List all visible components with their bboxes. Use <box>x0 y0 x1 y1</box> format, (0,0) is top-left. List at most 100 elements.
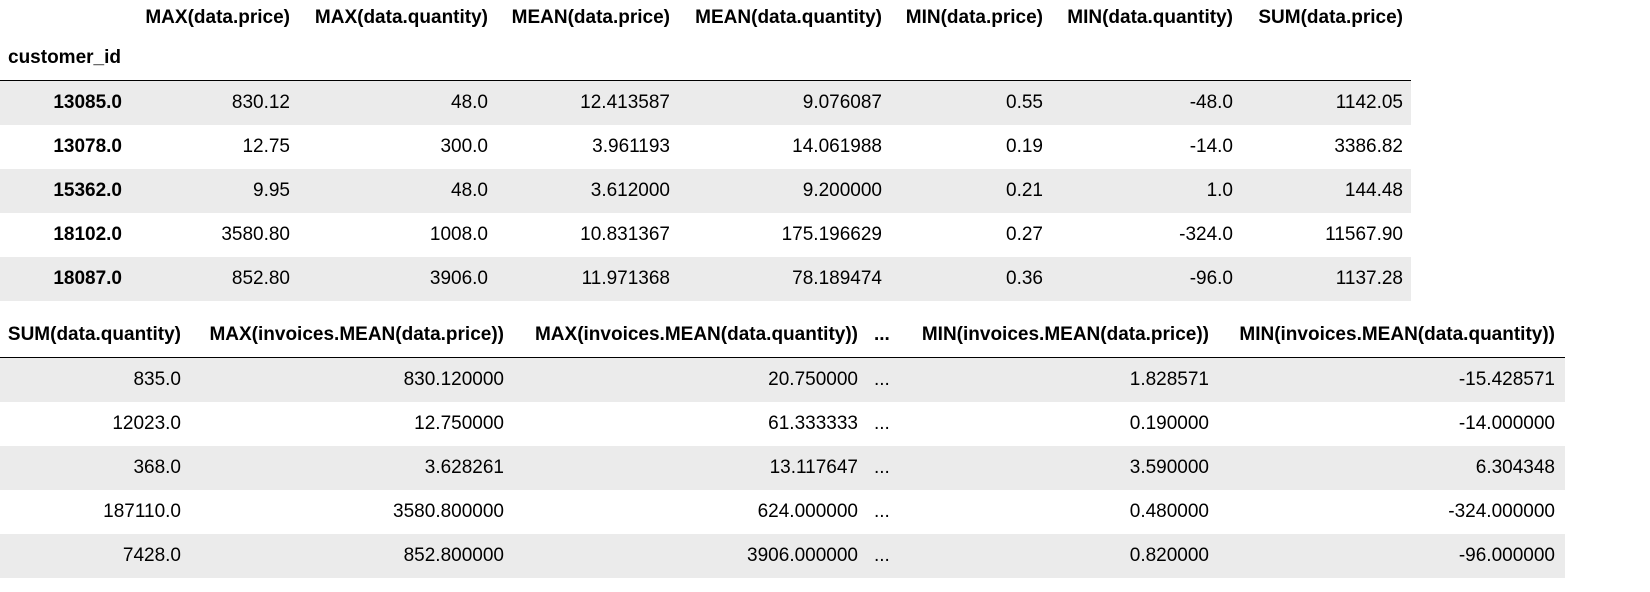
table-cell: 1137.28 <box>1241 257 1411 301</box>
table-row: 835.0 830.120000 20.750000 ... 1.828571 … <box>0 357 1565 402</box>
table-cell: 61.333333 <box>512 402 866 446</box>
table-row: 12023.0 12.750000 61.333333 ... 0.190000… <box>0 402 1565 446</box>
table-cell: 3580.800000 <box>189 490 512 534</box>
index-name: customer_id <box>8 47 121 68</box>
table-cell: 10.831367 <box>496 213 678 257</box>
table-cell: 835.0 <box>0 357 189 402</box>
table-cell: 830.12 <box>130 80 298 125</box>
table-cell: 852.800000 <box>189 534 512 578</box>
table-cell: -14.0 <box>1051 125 1241 169</box>
table-cell-ellipsis: ... <box>866 402 900 446</box>
table-cell: 0.21 <box>890 169 1051 213</box>
table-cell: 1.0 <box>1051 169 1241 213</box>
column-header: MIN(data.quantity) <box>1067 7 1233 28</box>
table-cell: 300.0 <box>298 125 496 169</box>
row-index: 18087.0 <box>0 257 130 301</box>
table-cell: 0.480000 <box>900 490 1217 534</box>
table-row: 18102.0 3580.80 1008.0 10.831367 175.196… <box>0 213 1411 257</box>
table-cell: 3906.0 <box>298 257 496 301</box>
index-row-blank <box>1241 36 1411 81</box>
column-header: SUM(data.quantity) <box>7 324 181 345</box>
table-cell: 3.628261 <box>189 446 512 490</box>
table-cell: 6.304348 <box>1217 446 1565 490</box>
table-cell: -15.428571 <box>1217 357 1565 402</box>
table-cell: 1142.05 <box>1241 80 1411 125</box>
table-cell: 0.820000 <box>900 534 1217 578</box>
table-cell: 0.55 <box>890 80 1051 125</box>
table-cell: 0.36 <box>890 257 1051 301</box>
table-cell-ellipsis: ... <box>866 357 900 402</box>
column-header: MEAN(data.price) <box>511 7 670 28</box>
table-cell: -324.000000 <box>1217 490 1565 534</box>
table-cell: 3580.80 <box>130 213 298 257</box>
table-cell: 48.0 <box>298 169 496 213</box>
table-cell: 14.061988 <box>678 125 890 169</box>
index-name-row: customer_id <box>0 36 1411 81</box>
table-cell: 1.828571 <box>900 357 1217 402</box>
index-row-blank <box>496 36 678 81</box>
column-header: SUM(data.price) <box>1258 7 1403 28</box>
table-cell: 852.80 <box>130 257 298 301</box>
table-cell: 12.750000 <box>189 402 512 446</box>
table-cell: 3386.82 <box>1241 125 1411 169</box>
table-cell: 624.000000 <box>512 490 866 534</box>
table-cell: 3.961193 <box>496 125 678 169</box>
table-row: 15362.0 9.95 48.0 3.612000 9.200000 0.21… <box>0 169 1411 213</box>
table-cell: 78.189474 <box>678 257 890 301</box>
table-cell: -96.000000 <box>1217 534 1565 578</box>
table-cell: 0.19 <box>890 125 1051 169</box>
table-cell: 175.196629 <box>678 213 890 257</box>
table-cell: 12023.0 <box>0 402 189 446</box>
column-header-row: MAX(data.price) MAX(data.quantity) MEAN(… <box>0 0 1411 36</box>
table-row: 7428.0 852.800000 3906.000000 ... 0.8200… <box>0 534 1565 578</box>
aggregates-table-bottom: SUM(data.quantity) MAX(invoices.MEAN(dat… <box>0 313 1565 578</box>
table-cell: 368.0 <box>0 446 189 490</box>
table-row: 13078.0 12.75 300.0 3.961193 14.061988 0… <box>0 125 1411 169</box>
column-header: MIN(invoices.MEAN(data.quantity)) <box>1239 324 1555 345</box>
column-header-row: SUM(data.quantity) MAX(invoices.MEAN(dat… <box>0 313 1565 358</box>
table-cell: 11567.90 <box>1241 213 1411 257</box>
table-cell: 1008.0 <box>298 213 496 257</box>
table-cell: 9.076087 <box>678 80 890 125</box>
table-cell: 20.750000 <box>512 357 866 402</box>
table-cell: 144.48 <box>1241 169 1411 213</box>
table-cell: 9.200000 <box>678 169 890 213</box>
table-cell: 9.95 <box>130 169 298 213</box>
table-cell-ellipsis: ... <box>866 534 900 578</box>
table-cell: 3.590000 <box>900 446 1217 490</box>
column-header: MEAN(data.quantity) <box>695 7 882 28</box>
table-cell: 3906.000000 <box>512 534 866 578</box>
table-row: 368.0 3.628261 13.117647 ... 3.590000 6.… <box>0 446 1565 490</box>
index-row-blank <box>890 36 1051 81</box>
index-row-blank <box>1051 36 1241 81</box>
table-cell: 3.612000 <box>496 169 678 213</box>
column-header-blank <box>0 0 130 36</box>
column-header: MIN(invoices.MEAN(data.price)) <box>921 324 1209 345</box>
table-cell-ellipsis: ... <box>866 490 900 534</box>
column-header: MAX(data.quantity) <box>314 7 488 28</box>
table-row: 18087.0 852.80 3906.0 11.971368 78.18947… <box>0 257 1411 301</box>
column-header-ellipsis: ... <box>874 324 890 345</box>
table-cell: 48.0 <box>298 80 496 125</box>
table-cell: -324.0 <box>1051 213 1241 257</box>
table-row: 13085.0 830.12 48.0 12.413587 9.076087 0… <box>0 80 1411 125</box>
row-index: 13078.0 <box>0 125 130 169</box>
table-cell: 11.971368 <box>496 257 678 301</box>
table-cell: 7428.0 <box>0 534 189 578</box>
table-cell: 13.117647 <box>512 446 866 490</box>
index-row-blank <box>678 36 890 81</box>
column-header: MIN(data.price) <box>905 7 1043 28</box>
table-cell: -96.0 <box>1051 257 1241 301</box>
index-row-blank <box>298 36 496 81</box>
table-cell: 12.413587 <box>496 80 678 125</box>
column-header: MAX(invoices.MEAN(data.price)) <box>209 324 504 345</box>
row-index: 18102.0 <box>0 213 130 257</box>
table-cell: 830.120000 <box>189 357 512 402</box>
table-cell: 187110.0 <box>0 490 189 534</box>
table-cell: 12.75 <box>130 125 298 169</box>
column-header: MAX(data.price) <box>145 7 290 28</box>
table-cell: 0.27 <box>890 213 1051 257</box>
table-row: 187110.0 3580.800000 624.000000 ... 0.48… <box>0 490 1565 534</box>
row-index: 13085.0 <box>0 80 130 125</box>
aggregates-table-top: MAX(data.price) MAX(data.quantity) MEAN(… <box>0 0 1411 301</box>
